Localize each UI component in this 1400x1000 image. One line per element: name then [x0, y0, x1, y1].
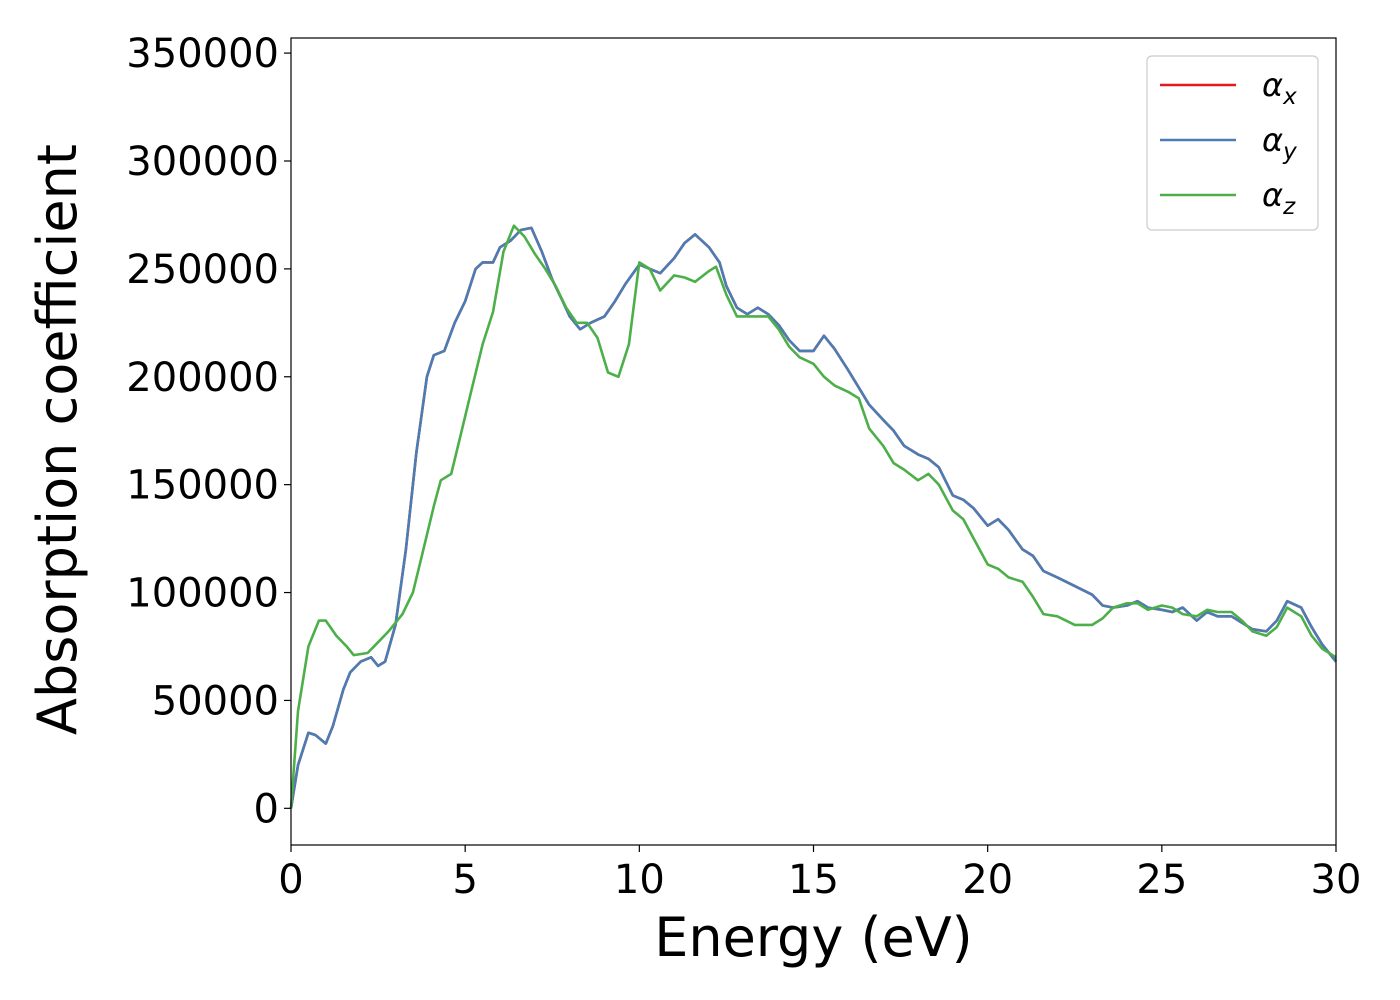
series-line-y: [289, 226, 1338, 809]
x-tick-label: 5: [452, 857, 477, 903]
legend-label-x: αx: [1262, 66, 1297, 110]
x-tick-label: 30: [1311, 857, 1362, 903]
y-tick-label: 250000: [126, 247, 279, 293]
legend-symbol: α: [1262, 121, 1283, 159]
y-tick-label: 50000: [152, 678, 279, 724]
y-axis-ticks: 0 50000 100000 150000 200000 250000 300000 3500…: [126, 31, 291, 832]
x-tick-label: 15: [788, 857, 839, 903]
legend-subscript: z: [1282, 194, 1296, 220]
legend-label-z: αz: [1262, 176, 1296, 220]
legend-subscript: x: [1282, 84, 1297, 110]
x-tick-label: 10: [614, 857, 665, 903]
legend-symbol: α: [1262, 66, 1283, 104]
y-tick-label: 0: [254, 786, 279, 832]
y-tick-label: 150000: [126, 463, 279, 509]
legend-subscript: y: [1282, 139, 1297, 165]
legend-symbol: α: [1262, 176, 1283, 214]
x-tick-label: 20: [962, 857, 1013, 903]
x-tick-label: 0: [278, 857, 303, 903]
x-tick-label: 25: [1136, 857, 1187, 903]
x-axis-title: Energy (eV): [654, 906, 973, 969]
series-line-z: [289, 224, 1337, 809]
y-axis-title: Absorption coefficient: [26, 144, 89, 735]
y-tick-label: 350000: [126, 31, 279, 77]
legend-box: [1146, 55, 1319, 231]
x-axis-ticks: 0 5 10 15 20 25 30: [278, 845, 1361, 903]
y-tick-label: 100000: [126, 571, 279, 617]
series-layer: [289, 224, 1338, 809]
y-tick-label: 200000: [126, 355, 279, 401]
y-tick-label: 300000: [126, 139, 279, 185]
legend-label-y: αy: [1262, 121, 1297, 165]
